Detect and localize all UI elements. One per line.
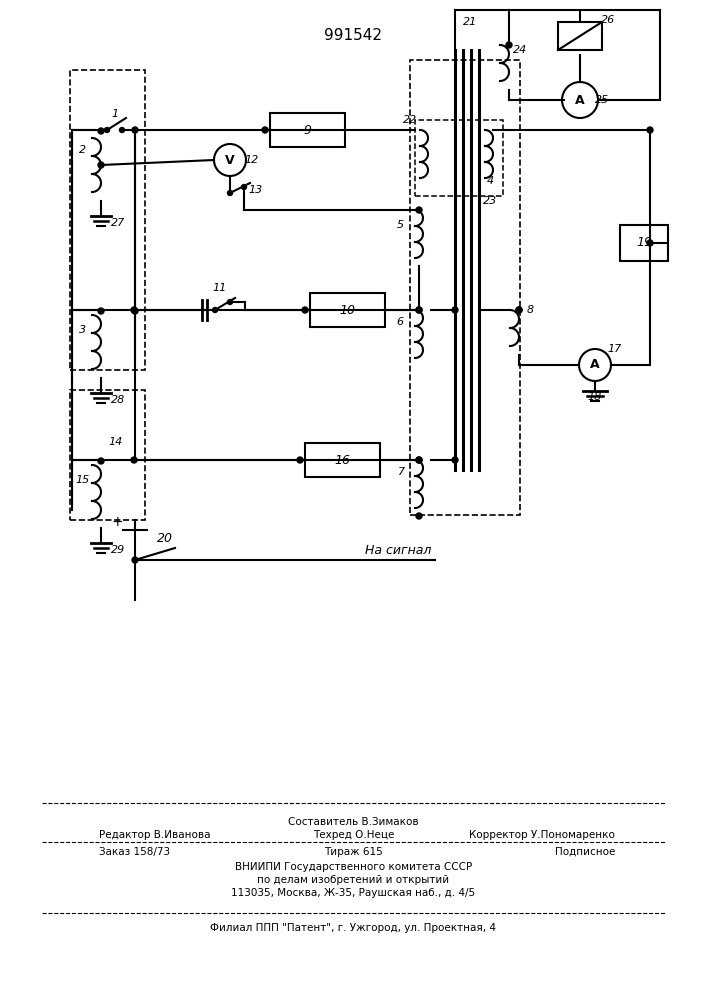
- Circle shape: [452, 307, 458, 313]
- Text: 9: 9: [303, 123, 311, 136]
- Text: 11: 11: [213, 283, 227, 293]
- Text: 5: 5: [397, 220, 404, 230]
- Text: Техред О.Неце: Техред О.Неце: [312, 830, 395, 840]
- Circle shape: [506, 42, 512, 48]
- Circle shape: [486, 127, 492, 133]
- Circle shape: [262, 127, 268, 133]
- Circle shape: [105, 127, 110, 132]
- Text: ВНИИПИ Государственного комитета СССР: ВНИИПИ Государственного комитета СССР: [235, 862, 472, 872]
- Circle shape: [228, 300, 233, 304]
- Text: На сигнал: На сигнал: [365, 544, 431, 556]
- Circle shape: [452, 457, 458, 463]
- Circle shape: [132, 308, 138, 314]
- Circle shape: [98, 128, 104, 134]
- Circle shape: [416, 207, 422, 213]
- Text: 991542: 991542: [324, 27, 382, 42]
- Text: 15: 15: [76, 475, 90, 485]
- Text: 29: 29: [111, 545, 125, 555]
- Circle shape: [242, 184, 247, 190]
- Text: 23: 23: [483, 196, 497, 206]
- Circle shape: [297, 457, 303, 463]
- Circle shape: [228, 190, 233, 196]
- Text: 27: 27: [111, 218, 125, 228]
- Circle shape: [98, 308, 104, 314]
- Text: +: +: [111, 515, 123, 529]
- Text: 4: 4: [486, 176, 493, 186]
- Text: 7: 7: [399, 467, 406, 477]
- Circle shape: [516, 307, 522, 313]
- Text: Корректор У.Пономаренко: Корректор У.Пономаренко: [469, 830, 615, 840]
- Circle shape: [131, 457, 137, 463]
- Text: 6: 6: [397, 317, 404, 327]
- Circle shape: [416, 513, 422, 519]
- Text: 26: 26: [601, 15, 615, 25]
- Bar: [415, 120, 503, 196]
- Circle shape: [421, 127, 427, 133]
- Circle shape: [132, 557, 138, 563]
- Text: Тираж 615: Тираж 615: [324, 847, 383, 857]
- Text: 25: 25: [595, 95, 609, 105]
- Circle shape: [416, 307, 422, 313]
- Text: 2: 2: [79, 145, 86, 155]
- Text: Редактор В.Иванова: Редактор В.Иванова: [99, 830, 211, 840]
- Text: 13: 13: [249, 185, 263, 195]
- Text: 28: 28: [111, 395, 125, 405]
- Text: 19: 19: [636, 236, 652, 249]
- Text: Составитель В.Зимаков: Составитель В.Зимаков: [288, 817, 419, 827]
- Text: 22: 22: [403, 115, 417, 125]
- Circle shape: [98, 162, 104, 168]
- Circle shape: [416, 307, 422, 313]
- Circle shape: [647, 240, 653, 246]
- Bar: [70, 390, 145, 520]
- Circle shape: [647, 127, 653, 133]
- Text: 24: 24: [513, 45, 527, 55]
- Circle shape: [516, 307, 522, 313]
- Text: по делам изобретений и открытий: по делам изобретений и открытий: [257, 875, 450, 885]
- Text: 21: 21: [463, 17, 477, 27]
- Text: A: A: [590, 359, 600, 371]
- Bar: [70, 70, 145, 370]
- Text: 1: 1: [112, 109, 119, 119]
- Bar: [620, 225, 668, 261]
- Circle shape: [119, 127, 124, 132]
- Text: 18: 18: [588, 392, 602, 402]
- Text: Подписное: Подписное: [555, 847, 615, 857]
- Text: A: A: [575, 94, 585, 106]
- Circle shape: [416, 457, 422, 463]
- Bar: [558, 22, 602, 50]
- Circle shape: [131, 307, 137, 313]
- Text: 10: 10: [339, 304, 355, 316]
- Text: 17: 17: [608, 344, 622, 354]
- Text: V: V: [226, 153, 235, 166]
- Bar: [310, 293, 385, 327]
- Circle shape: [98, 458, 104, 464]
- Text: 14: 14: [109, 437, 123, 447]
- Text: 12: 12: [245, 155, 259, 165]
- Bar: [410, 60, 520, 515]
- Text: Филиал ППП "Патент", г. Ужгород, ул. Проектная, 4: Филиал ППП "Патент", г. Ужгород, ул. Про…: [211, 923, 496, 933]
- Text: Заказ 158/73: Заказ 158/73: [99, 847, 170, 857]
- Text: 3: 3: [79, 325, 86, 335]
- Text: 20: 20: [157, 532, 173, 544]
- Circle shape: [302, 307, 308, 313]
- Text: 113035, Москва, Ж-35, Раушская наб., д. 4/5: 113035, Москва, Ж-35, Раушская наб., д. …: [231, 888, 476, 898]
- Circle shape: [416, 457, 422, 463]
- Circle shape: [132, 127, 138, 133]
- Text: 16: 16: [334, 454, 350, 466]
- Circle shape: [213, 308, 218, 312]
- Bar: [305, 443, 380, 477]
- Text: 8: 8: [527, 305, 534, 315]
- Bar: [270, 113, 345, 147]
